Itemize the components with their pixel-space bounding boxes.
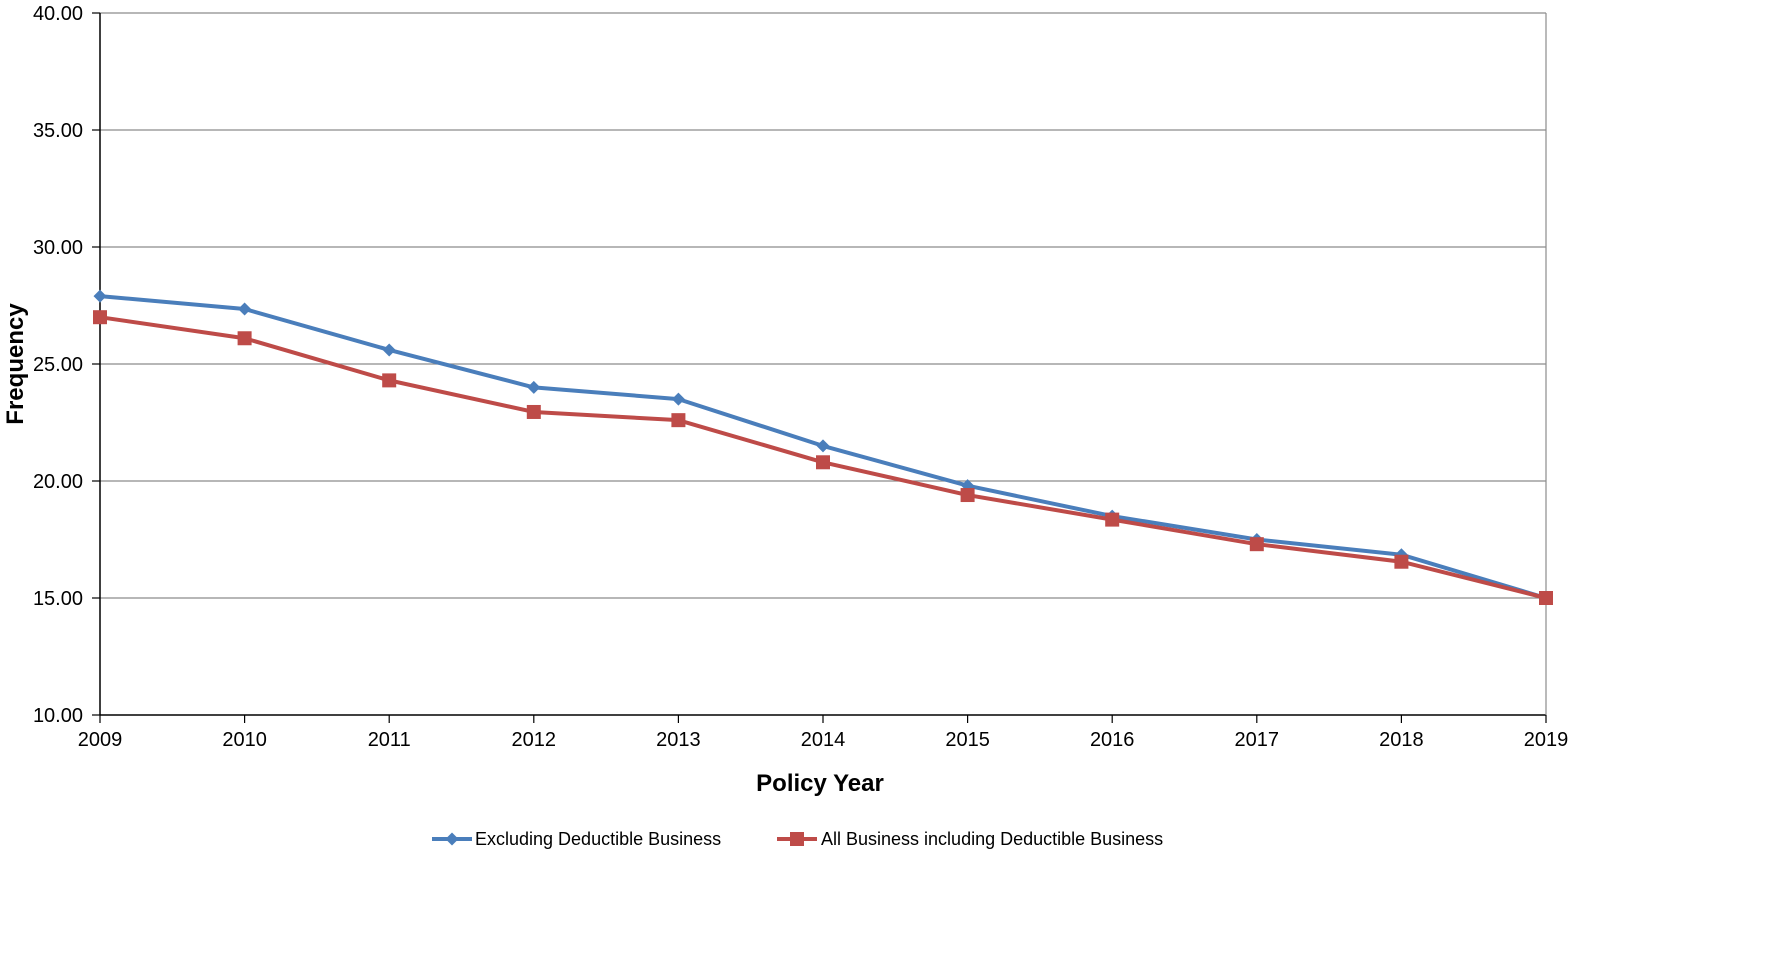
x-tick-label: 2019 bbox=[1524, 729, 1569, 751]
legend-item-1: Excluding Deductible Business bbox=[432, 829, 721, 849]
data-point bbox=[671, 413, 686, 428]
data-point bbox=[960, 488, 975, 503]
data-point bbox=[93, 289, 107, 303]
y-tick-label: 15.00 bbox=[33, 588, 83, 610]
data-point bbox=[382, 373, 397, 388]
data-point bbox=[671, 392, 685, 406]
x-tick-label: 2013 bbox=[656, 729, 701, 751]
y-tick-label: 20.00 bbox=[33, 471, 83, 493]
x-axis-title: Policy Year bbox=[756, 770, 884, 797]
y-tick-label: 10.00 bbox=[33, 705, 83, 727]
x-tick-label: 2014 bbox=[801, 729, 846, 751]
x-tick-label: 2015 bbox=[945, 729, 990, 751]
x-tick-label: 2011 bbox=[368, 729, 411, 751]
y-tick-label: 35.00 bbox=[33, 120, 83, 142]
legend: Excluding Deductible Business All Busines… bbox=[432, 829, 1163, 849]
legend-swatch-marker bbox=[790, 832, 804, 846]
data-point bbox=[1539, 591, 1553, 605]
legend-label: Excluding Deductible Business bbox=[475, 829, 721, 849]
data-point bbox=[238, 302, 252, 316]
data-point bbox=[1105, 512, 1120, 527]
x-tick-label: 2010 bbox=[222, 729, 267, 751]
x-tick-label: 2016 bbox=[1090, 729, 1135, 751]
x-tick-label: 2017 bbox=[1235, 729, 1280, 751]
data-point bbox=[816, 439, 830, 453]
x-tick-label: 2018 bbox=[1379, 729, 1424, 751]
legend-label: All Business including Deductible Busine… bbox=[821, 829, 1163, 849]
data-point bbox=[1394, 554, 1409, 569]
axes bbox=[92, 12, 1547, 723]
data-point bbox=[237, 331, 252, 346]
data-point bbox=[816, 455, 830, 470]
data-point bbox=[527, 380, 541, 394]
data-point bbox=[382, 343, 396, 357]
tick-labels: 10.00 15.00 20.00 25.00 30.00 35.00 40.00 2009 2… bbox=[33, 3, 1568, 751]
series-layer bbox=[93, 289, 1553, 605]
y-tick-label: 25.00 bbox=[33, 354, 83, 376]
legend-item-2: All Business including Deductible Busine… bbox=[777, 829, 1163, 849]
series-2 bbox=[93, 310, 1553, 605]
y-axis-title: Frequency bbox=[2, 303, 29, 425]
y-tick-label: 40.00 bbox=[33, 3, 83, 25]
x-tick-label: 2012 bbox=[512, 729, 557, 751]
data-point bbox=[93, 310, 107, 325]
series-1 bbox=[93, 289, 1553, 605]
x-tick-label: 2009 bbox=[78, 729, 123, 751]
y-tick-label: 30.00 bbox=[33, 237, 83, 259]
data-point bbox=[1249, 537, 1264, 552]
data-point bbox=[526, 404, 541, 419]
legend-swatch-marker bbox=[445, 832, 459, 846]
gridlines bbox=[100, 12, 1546, 599]
